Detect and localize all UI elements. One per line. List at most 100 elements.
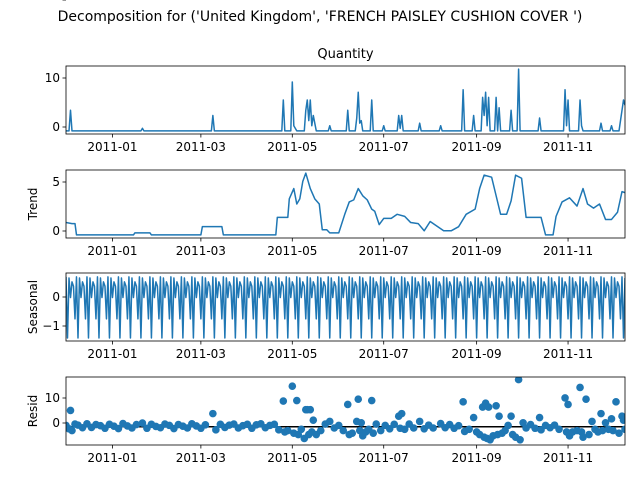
resid-point (531, 424, 539, 433)
resid-point (306, 405, 315, 414)
y-tick-label: 0 (52, 120, 60, 134)
y-tick-label: 5 (52, 175, 60, 189)
y-tick-label: −1 (42, 319, 60, 333)
x-tick-label: 2011-05 (267, 451, 317, 465)
x-tick-label: 2011-01 (87, 244, 137, 258)
resid-point (270, 420, 279, 429)
x-tick-label: 2011-05 (267, 140, 317, 154)
x-tick-label: 2011-11 (543, 140, 593, 154)
y-tick-label: 10 (45, 391, 60, 405)
resid-point (284, 426, 292, 435)
y-tick-label: 0 (52, 416, 60, 430)
resid-point (114, 424, 123, 433)
resid-point (367, 396, 376, 405)
resid-point (459, 398, 467, 406)
figure-title: Decomposition for ('United Kingdom', 'FR… (58, 9, 583, 25)
x-tick-label: 2011-01 (87, 451, 137, 465)
x-tick-label: 2011-01 (87, 347, 137, 361)
axes-frame (65, 65, 626, 135)
x-tick-label: 2011-09 (452, 347, 502, 361)
resid-point (621, 425, 625, 434)
resid-point (209, 409, 217, 418)
y-axis-label: Seasonal (26, 280, 40, 334)
resid-point (585, 430, 593, 439)
y-axis-label: Trend (26, 188, 40, 222)
resid-point (348, 429, 357, 438)
resid-point (415, 417, 424, 426)
resid-point (535, 413, 544, 422)
resid-point (607, 415, 616, 423)
resid-point (354, 395, 363, 404)
resid-point (454, 421, 463, 430)
resid-point (429, 424, 437, 432)
x-tick-label: 2011-07 (359, 451, 409, 465)
y-tick-label: 0 (52, 290, 60, 304)
resid-point (372, 420, 381, 428)
axes-frame (65, 376, 626, 446)
resid-point (504, 421, 512, 430)
resid-point (212, 426, 220, 434)
x-tick-label: 2011-11 (543, 347, 593, 361)
resid-point (369, 429, 378, 438)
resid-point (561, 394, 569, 402)
resid-point (409, 424, 418, 432)
resid-point (132, 420, 141, 429)
resid-point (469, 413, 478, 422)
x-tick-label: 2011-03 (176, 140, 226, 154)
resid-point (564, 400, 572, 409)
series-line-seasonal (66, 276, 625, 339)
resid-point (582, 395, 590, 404)
resid-point (292, 396, 301, 405)
resid-point (400, 425, 409, 434)
resid-point (484, 403, 493, 411)
resid-point (138, 419, 147, 427)
plot-area-observed (66, 68, 625, 132)
resid-point (601, 418, 610, 427)
resid-point (507, 412, 515, 421)
resid-point (576, 383, 584, 392)
resid-point (615, 429, 623, 438)
resid-point (579, 433, 587, 441)
panel-seasonal: Seasonal 2011-01 2011-03 2011-05 2011-07 2011… (26, 272, 626, 361)
resid-point (279, 397, 288, 405)
panel-resid: Resid 2011-01 2011-03 2011-05 2011-07 2011-09… (26, 376, 626, 465)
resid-point (492, 401, 500, 410)
resid-point (316, 426, 325, 435)
resid-point (612, 398, 620, 406)
resid-point (619, 416, 625, 424)
x-tick-label: 2011-09 (452, 140, 502, 154)
x-tick-label: 2011-07 (359, 140, 409, 154)
resid-point (325, 417, 334, 426)
panel-title: Quantity (317, 47, 373, 62)
resid-point (397, 409, 406, 418)
panel-observed: Quantity 2011-01 2011-03 2011-05 2011-07 2011… (45, 0, 626, 154)
x-tick-label: 2011-05 (267, 244, 317, 258)
x-tick-label: 2011-05 (267, 347, 317, 361)
resid-point (588, 417, 596, 426)
plot-area-trend (66, 172, 625, 236)
resid-point (309, 416, 318, 424)
x-tick-label: 2011-07 (359, 347, 409, 361)
x-tick-label: 2011-09 (452, 451, 502, 465)
resid-point (597, 409, 605, 418)
resid-point (201, 421, 210, 429)
resid-point (339, 426, 348, 435)
x-tick-label: 2011-11 (543, 244, 593, 258)
resid-point (288, 382, 297, 390)
resid-point (465, 425, 473, 434)
x-tick-label: 2011-09 (452, 244, 502, 258)
resid-point (357, 418, 366, 427)
resid-point (68, 426, 76, 435)
resid-point (609, 426, 617, 435)
resid-point (598, 426, 607, 435)
axes-frame (65, 169, 626, 239)
x-tick-label: 2011-03 (176, 451, 226, 465)
resid-point (516, 435, 524, 444)
resid-point (555, 425, 563, 434)
y-tick-label: 0 (52, 224, 60, 238)
resid-point (376, 426, 385, 435)
x-tick-label: 2011-01 (87, 140, 137, 154)
resid-point (390, 420, 399, 429)
x-tick-label: 2011-03 (176, 244, 226, 258)
